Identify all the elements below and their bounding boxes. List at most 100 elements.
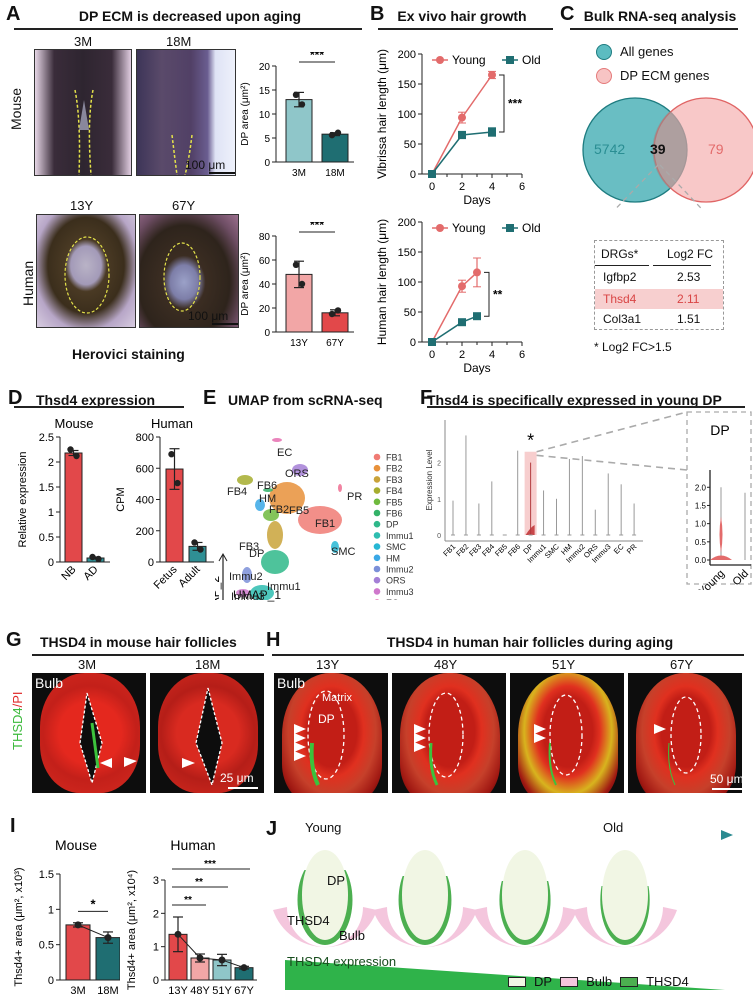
image-label-3m: 3M [74, 34, 93, 49]
x-tick-label: PR [625, 542, 639, 556]
panel-b-title: Ex vivo hair growth [397, 8, 527, 24]
data-point [67, 446, 74, 453]
panel-a-rule [14, 28, 362, 30]
umap-cluster-label: Immu2 [229, 571, 263, 583]
data-point [292, 261, 300, 268]
arrow-head-icon [721, 830, 733, 840]
scalebar [212, 323, 238, 325]
legend-dot [373, 498, 381, 506]
legend-label: SMC [386, 542, 407, 552]
umap-cluster-label: Immu1 [267, 581, 301, 593]
y-tick-label: 2 [437, 461, 441, 468]
image-label-51y: 51Y [552, 657, 576, 672]
row-label-human: Human [20, 260, 36, 306]
legend-label-dp-ecm: DP ECM genes [620, 68, 710, 83]
y-tick-label: 20 [259, 304, 271, 315]
legend-dot [373, 487, 381, 494]
y-tick-label: 0.5 [695, 538, 707, 547]
y-tick-label: 100 [398, 277, 416, 289]
zoom-line [613, 164, 659, 210]
legend-marker [436, 224, 444, 232]
table-cell: Col3a1 [603, 312, 642, 326]
data-point [328, 131, 336, 139]
expression-wedge [285, 960, 725, 990]
panel-e-title: UMAP from scRNA-seq [228, 392, 383, 408]
significance-label: * [90, 896, 96, 911]
image-label-13y: 13Y [316, 657, 340, 672]
bar [95, 937, 120, 981]
y-tick-label: 0 [153, 975, 159, 987]
schematic-aging [273, 830, 733, 990]
panel-a-caption: Herovici staining [72, 346, 185, 362]
scalebar-label: 50 μm [710, 772, 744, 786]
umap-cluster-fb6 [263, 488, 273, 492]
y-tick-label: 80 [259, 232, 271, 243]
bar [65, 924, 91, 981]
y-tick-label: 20 [259, 62, 271, 73]
violin-shape [719, 516, 723, 553]
panel-h-rule [272, 654, 744, 656]
significance-label: *** [204, 859, 216, 870]
significance-bracket [499, 74, 505, 133]
y-axis-label: DP area (μm²) [240, 82, 251, 145]
y-tick-label: 0.5 [39, 940, 54, 952]
significance-label: *** [310, 52, 324, 62]
umap-cluster-fb2 [269, 482, 305, 514]
x-tick-label: NB [59, 564, 78, 583]
y-tick-label: 200 [398, 49, 416, 61]
x-tick-label: Fetus [152, 563, 180, 590]
panel-f-label: F [420, 387, 433, 409]
legend-marker [506, 56, 514, 64]
zoom-line [659, 164, 704, 210]
mean-point [196, 954, 204, 962]
panel-h-label: H [266, 629, 281, 651]
legend-label: HM [386, 553, 400, 563]
y-tick-label: 50 [404, 139, 416, 151]
significance-label: *** [508, 97, 522, 111]
x-tick-label: 0 [429, 181, 435, 193]
legend-label: FB2 [386, 464, 403, 474]
legend-dot [373, 520, 381, 528]
legend-label: Old [522, 221, 541, 235]
dp-shape [502, 850, 548, 940]
bulb-shape [373, 907, 477, 948]
data-point [298, 101, 306, 108]
image-label-48y: 48Y [434, 657, 458, 672]
legend-label: Immu3 [386, 587, 414, 597]
mean-point [174, 930, 182, 938]
y-tick-label: 0 [148, 557, 154, 569]
y-tick-label: 0 [264, 158, 270, 169]
violin-shape [525, 525, 535, 535]
y-tick-label: 1.5 [39, 482, 54, 494]
y-tick-label: 1.5 [695, 501, 707, 510]
highlight-row [595, 289, 723, 309]
table-cell: 2.53 [677, 270, 701, 284]
x-tick-label: 67Y [234, 985, 254, 995]
fluorescence-image-human-13y [274, 673, 388, 793]
chart-b-human: 0 50 100 150 200 0 2 4 6 Days Human hair length (μ… [375, 217, 541, 375]
y-tick-label: 1 [48, 904, 54, 916]
scalebar [209, 172, 235, 174]
x-tick-label: 3M [70, 985, 85, 995]
legend-dot [373, 554, 381, 562]
y-tick-label: 1 [48, 507, 54, 519]
umap-cluster-smc [331, 541, 339, 553]
follicle-schematic [473, 850, 577, 948]
legend-dot [374, 599, 380, 600]
x-tick-label: Young [697, 568, 727, 590]
significance-label: ** [184, 895, 192, 906]
significance-label: ** [493, 287, 503, 301]
y-tick-label: 100 [398, 109, 416, 121]
thsd4-label: THSD4 [287, 913, 330, 928]
x-tick-label: 13Y [168, 985, 188, 995]
legend-dot [373, 576, 381, 584]
y-tick-label: 800 [136, 432, 154, 444]
venn-intersection [652, 111, 688, 189]
panel-f-title: Thsd4 is specifically expressed in young… [427, 392, 722, 408]
chart-i-human: Human 0 1 2 3 Thsd4+ area (μm², x10⁴) 13Y 48Y 51… [126, 837, 257, 995]
legend-label: THSD4 [646, 974, 689, 989]
table-cell: Igfbp2 [603, 270, 637, 284]
y-axis-label: Relative expression [17, 452, 29, 548]
y-tick-label: 0 [437, 533, 441, 540]
